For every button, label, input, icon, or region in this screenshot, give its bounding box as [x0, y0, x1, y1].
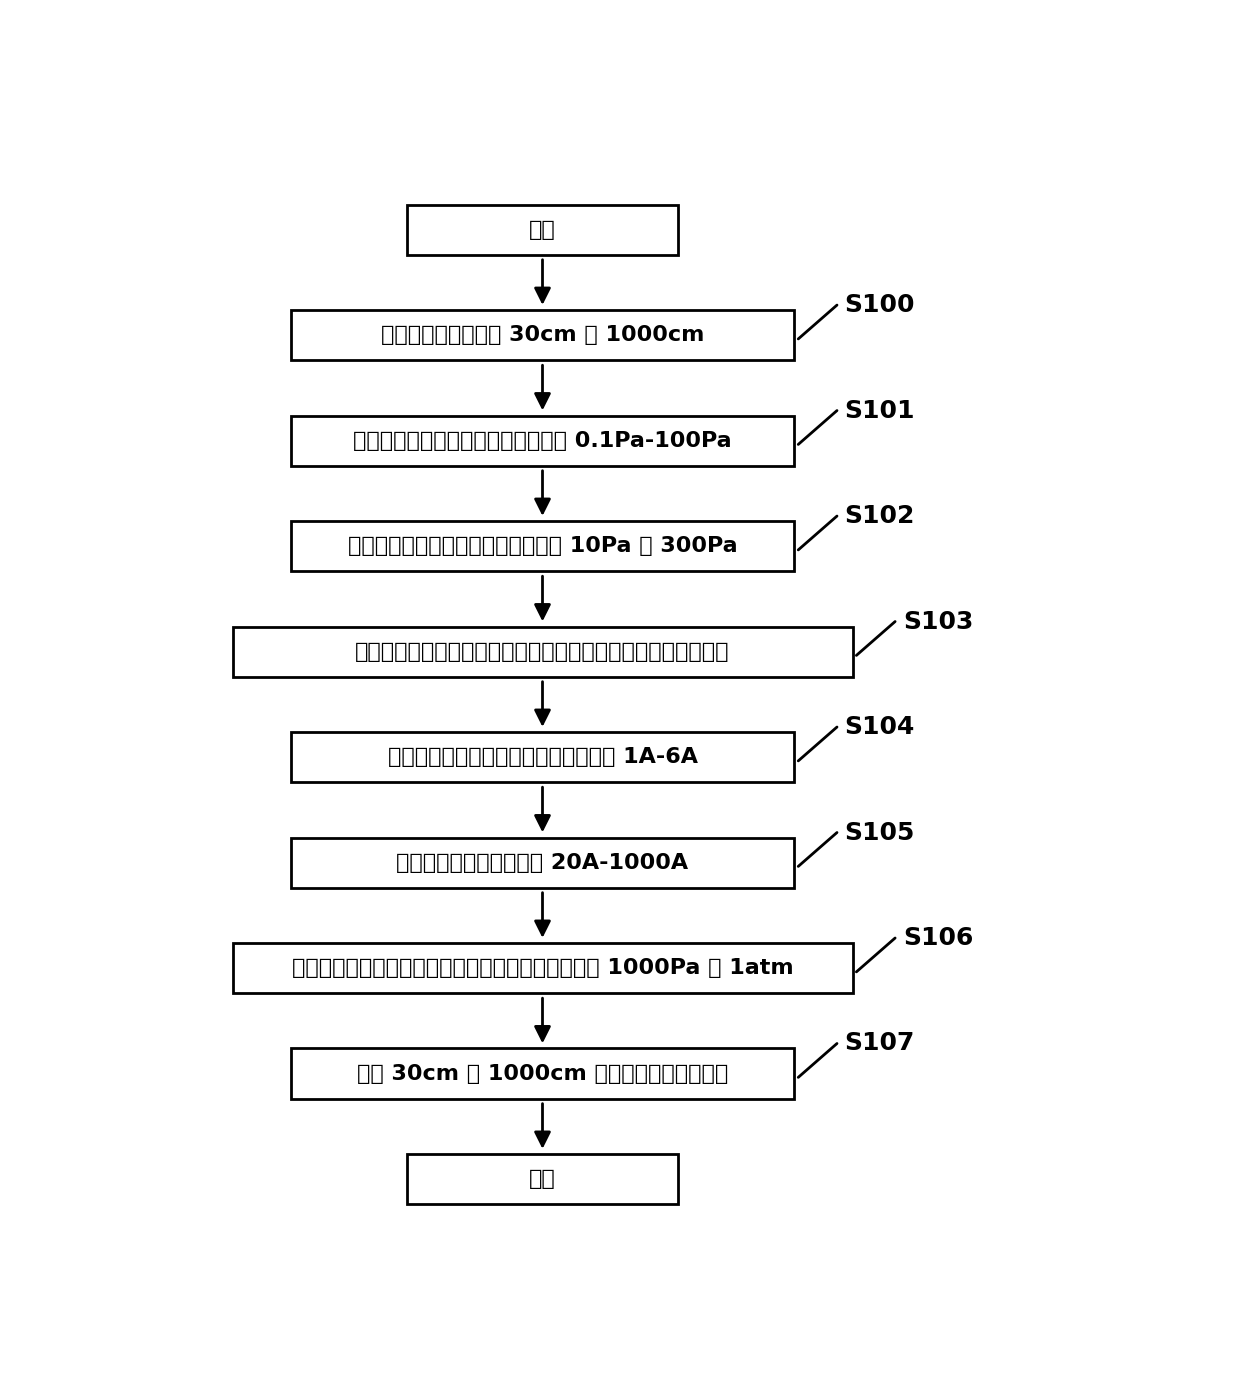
Text: S106: S106	[903, 925, 973, 951]
Text: 通入工作气体，调节放电腔体气压到 10Pa 至 300Pa: 通入工作气体，调节放电腔体气压到 10Pa 至 300Pa	[347, 536, 738, 556]
Bar	[290, 1049, 795, 1099]
Text: 开启冷却系统，调节冷却水温度及流速，调节强制风冷气体流量: 开启冷却系统，调节冷却水温度及流速，调节强制风冷气体流量	[355, 641, 730, 662]
Bar	[407, 204, 678, 255]
Text: 安装并调节电极间距 30cm 至 1000cm: 安装并调节电极间距 30cm 至 1000cm	[381, 325, 704, 344]
Text: S104: S104	[844, 715, 915, 739]
Text: S101: S101	[844, 399, 915, 423]
Text: S107: S107	[844, 1032, 915, 1056]
Text: 辉光产生后，调节电流到 20A-1000A: 辉光产生后，调节电流到 20A-1000A	[397, 853, 688, 872]
Text: S100: S100	[844, 293, 915, 316]
Bar	[290, 837, 795, 888]
Text: S105: S105	[844, 820, 915, 844]
Text: S103: S103	[903, 609, 973, 634]
Text: 开启真空泵将放电腔体抽至本底真空 0.1Pa-100Pa: 开启真空泵将放电腔体抽至本底真空 0.1Pa-100Pa	[353, 431, 732, 451]
Bar	[290, 416, 795, 466]
Text: S102: S102	[844, 504, 915, 528]
Bar	[407, 1154, 678, 1204]
Text: 获得 30cm 至 1000cm 长尺度热等离子体电弧: 获得 30cm 至 1000cm 长尺度热等离子体电弧	[357, 1064, 728, 1084]
Text: 调节进气流量及真空泵抽速，调节放电腔体内气压到 1000Pa 至 1atm: 调节进气流量及真空泵抽速，调节放电腔体内气压到 1000Pa 至 1atm	[291, 958, 794, 979]
Bar	[290, 732, 795, 783]
Bar	[233, 944, 853, 993]
Bar	[290, 521, 795, 571]
Bar	[290, 309, 795, 360]
Text: 结束: 结束	[529, 1169, 556, 1189]
Bar	[233, 627, 853, 676]
Text: 开启大功率恒电流直流电源，设置电流 1A-6A: 开启大功率恒电流直流电源，设置电流 1A-6A	[387, 748, 697, 767]
Text: 开始: 开始	[529, 220, 556, 239]
